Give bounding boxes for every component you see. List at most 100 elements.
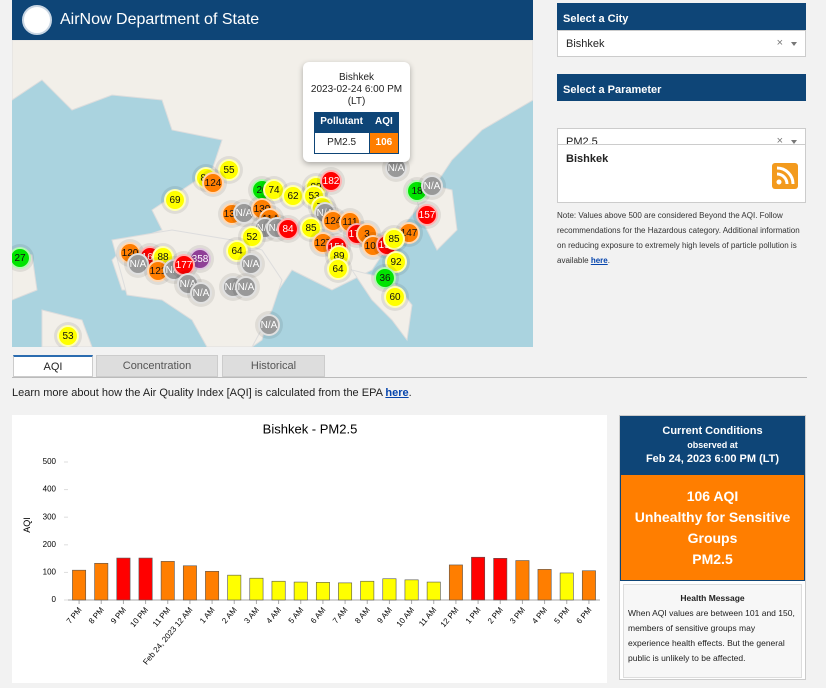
map-marker[interactable]: 69 <box>164 189 186 211</box>
x-tick-label: 5 PM <box>552 605 571 625</box>
x-tick-label: 1 PM <box>464 605 483 625</box>
learn-link[interactable]: here <box>385 387 409 399</box>
chart: Bishkek - PM2.5 AQI 0 100 200 300 400 500 7 PM… <box>22 421 600 666</box>
popup-city: Bishkek <box>338 72 374 83</box>
popup-col: AQI <box>369 112 399 133</box>
city-select[interactable]: Bishkek × <box>557 30 806 57</box>
bar <box>338 582 353 601</box>
bar <box>205 570 220 601</box>
map-popup: Bishkek 2023-02-24 6:00 PM (LT) Pollutan… <box>303 62 410 162</box>
tab[interactable]: AQI <box>13 355 93 377</box>
x-tick-label: 4 AM <box>265 605 284 625</box>
learn-end: . <box>408 387 412 399</box>
tab-rule <box>12 377 807 378</box>
chart-box: Bishkek - PM2.5 AQI 0 100 200 300 400 500 7 PM… <box>12 415 607 683</box>
conditions-aqi: 106 AQI <box>686 488 739 504</box>
x-tick-label: 6 PM <box>575 605 594 625</box>
map-marker[interactable]: 52 <box>241 226 263 248</box>
city-label: Select a City <box>557 3 806 30</box>
health-box: Health Message When AQI values are betwe… <box>623 584 802 678</box>
x-tick-label: 2 AM <box>220 605 239 625</box>
tab[interactable]: Historical <box>222 355 325 377</box>
note: Note: Values above 500 are considered Be… <box>557 208 809 268</box>
conditions-pollutant: PM2.5 <box>692 551 733 567</box>
bar <box>293 581 308 601</box>
bar <box>271 580 286 601</box>
bar <box>360 580 375 601</box>
x-tick-label: 9 PM <box>109 605 128 625</box>
map-marker[interactable]: 60 <box>384 286 406 308</box>
bar <box>160 561 175 601</box>
x-tick-label: 7 AM <box>331 605 350 625</box>
bar <box>404 579 419 601</box>
map-marker[interactable]: N/A <box>240 253 262 275</box>
map-marker[interactable]: N/A <box>190 282 212 304</box>
rss-icon[interactable] <box>772 163 798 189</box>
x-tick-label: 8 AM <box>353 605 372 625</box>
conditions-category: Unhealthy for Sensitive Groups <box>634 509 791 546</box>
map-marker[interactable]: 53 <box>57 325 79 347</box>
y-tick-label: 300 <box>43 512 57 521</box>
x-tick-label: 12 PM <box>439 605 461 629</box>
map[interactable]: 558312469207462891825318N/AN/A139N/A1307… <box>12 40 533 347</box>
conditions-datetime: Feb 24, 2023 6:00 PM (LT) <box>645 453 780 465</box>
map-marker[interactable]: 84 <box>277 218 299 240</box>
popup-cell: PM2.5 <box>313 132 370 154</box>
popup-table: Pollutant AQI PM2.5 106 <box>313 112 400 154</box>
bar <box>493 558 508 601</box>
map-marker[interactable]: N/A <box>258 314 280 336</box>
y-tick-label: 200 <box>43 540 57 549</box>
seal <box>22 5 52 35</box>
map-marker[interactable]: N/A <box>127 253 149 275</box>
x-tick-label: 1 AM <box>198 605 217 625</box>
x-tick-label: 7 PM <box>65 605 84 625</box>
map-marker[interactable]: 124 <box>202 172 224 194</box>
city-value: Bishkek <box>566 38 605 50</box>
popup-cell: 106 <box>368 132 400 154</box>
caret <box>791 42 797 49</box>
bar <box>515 560 530 601</box>
x-tick-label: 2 PM <box>486 605 505 625</box>
map-marker[interactable]: 27 <box>12 247 31 269</box>
x-tick-label: 5 AM <box>287 605 306 625</box>
caret <box>791 140 797 147</box>
bar <box>138 557 153 601</box>
map-marker[interactable]: 92 <box>385 251 407 273</box>
map-marker[interactable]: N/A <box>385 157 407 179</box>
map-marker[interactable]: 36 <box>374 267 396 289</box>
conditions-header: Current Conditions observed at Feb 24, 2… <box>620 416 805 474</box>
x-tick-label: 10 AM <box>395 605 417 628</box>
bar <box>94 562 109 601</box>
y-tick-label: 400 <box>43 485 57 494</box>
map-marker[interactable]: 182 <box>320 170 342 192</box>
map-marker[interactable]: 64 <box>327 258 349 280</box>
chart-title: Bishkek - PM2.5 <box>263 421 358 436</box>
bar <box>426 581 441 601</box>
conditions-aqi-box: 106 AQI Unhealthy for Sensitive Groups P… <box>620 474 805 581</box>
y-tick-label: 0 <box>52 595 57 604</box>
popup-datetime: 2023-02-24 6:00 PM <box>310 84 403 95</box>
bar <box>227 574 242 601</box>
map-marker[interactable]: 85 <box>383 228 405 250</box>
map-marker[interactable]: N/A <box>421 175 443 197</box>
note-link[interactable]: here <box>590 256 608 265</box>
conditions-title: Current Conditions <box>662 425 763 437</box>
map-marker[interactable]: N/A <box>235 276 257 298</box>
header-title: AirNow Department of State <box>60 11 260 28</box>
x-tick-label: 11 AM <box>417 605 438 628</box>
health-text: When AQI values are between 101 and 150,… <box>628 608 795 663</box>
clear[interactable]: × <box>776 37 783 49</box>
popup-col: Pollutant <box>314 112 369 133</box>
bar <box>182 565 197 601</box>
x-tick-label: 3 AM <box>242 605 261 625</box>
tab[interactable]: Concentration <box>96 355 218 377</box>
y-axis-label: AQI <box>22 517 32 533</box>
conditions-observed: observed at <box>687 440 738 450</box>
map-marker[interactable]: 62 <box>282 185 304 207</box>
clear[interactable]: × <box>776 135 783 147</box>
info-title: Bishkek <box>566 153 609 165</box>
map-marker[interactable]: 157 <box>416 204 438 226</box>
map-marker[interactable]: 55 <box>218 159 240 181</box>
x-tick-label: 8 PM <box>87 605 106 625</box>
